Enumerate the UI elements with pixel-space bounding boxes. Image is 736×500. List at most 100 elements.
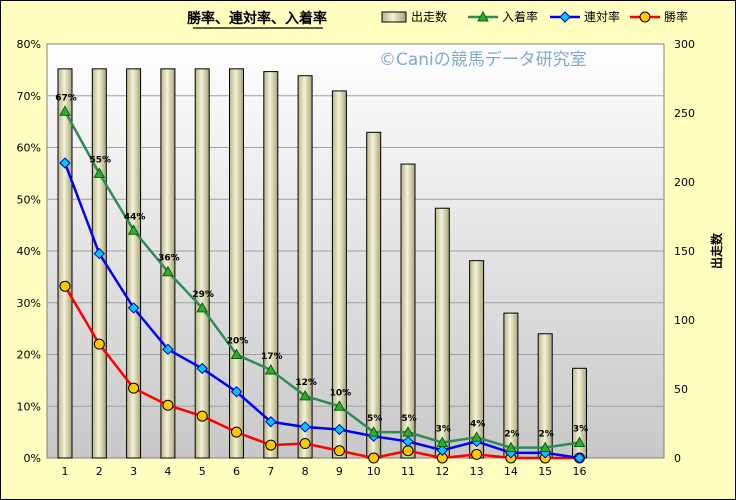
bar xyxy=(366,131,382,459)
point-marker xyxy=(402,435,414,448)
data-label: 55% xyxy=(90,155,112,165)
bar-series xyxy=(57,68,587,459)
point-marker xyxy=(196,362,208,375)
point-marker xyxy=(93,338,105,350)
data-label: 29% xyxy=(192,290,214,300)
y-axis-left: 0% 10% 20% 30% 40% 50% 60% 70% 80% xyxy=(17,38,41,465)
point-marker xyxy=(505,441,517,453)
data-labels: 67% 55% 44% 36% 29% 20% 17% 12% 10% 5% 5% 3% 4% 2% 2% 3… xyxy=(55,93,588,439)
point-marker xyxy=(639,11,651,23)
data-label: 3% xyxy=(573,424,588,434)
point-marker xyxy=(162,343,174,356)
bar xyxy=(434,207,450,459)
point-marker xyxy=(231,426,242,438)
x-tick-label: 1 xyxy=(62,465,69,478)
legend: 出走数 入着率 連対率 勝率 xyxy=(381,9,688,24)
point-marker xyxy=(264,363,277,375)
bar xyxy=(194,68,210,459)
legend-label: 出走数 xyxy=(411,9,447,24)
point-marker xyxy=(470,431,483,442)
point-marker xyxy=(59,157,71,169)
point-marker xyxy=(559,11,571,23)
point-marker xyxy=(333,423,346,436)
data-label: 44% xyxy=(124,212,146,222)
point-marker xyxy=(265,439,277,451)
point-marker xyxy=(436,444,449,456)
y-right-tick-label: 200 xyxy=(674,176,695,189)
bar xyxy=(126,68,142,459)
point-marker xyxy=(196,301,209,313)
point-marker xyxy=(59,280,71,292)
y-left-tick-label: 30% xyxy=(17,297,41,310)
y-right-tick-label: 250 xyxy=(674,107,695,120)
point-marker xyxy=(230,386,243,398)
x-tick-label: 4 xyxy=(164,465,171,478)
series-line xyxy=(63,162,580,460)
point-marker xyxy=(477,10,489,22)
x-tick-label: 10 xyxy=(367,465,381,478)
point-marker xyxy=(539,441,552,453)
point-marker xyxy=(265,416,277,428)
y-right-tick-label: 50 xyxy=(674,383,688,396)
y-axis-right: 0 50 100 150 200 250 300 xyxy=(674,38,695,465)
bar xyxy=(229,68,244,459)
legend-label: 連対率 xyxy=(584,9,620,24)
bar xyxy=(297,75,313,459)
point-marker xyxy=(127,302,140,314)
point-marker xyxy=(402,426,414,437)
data-label: 20% xyxy=(227,337,249,347)
data-label: 5% xyxy=(367,414,382,424)
point-marker xyxy=(333,445,345,457)
y-left-tick-label: 40% xyxy=(17,245,41,258)
point-marker xyxy=(367,426,380,437)
data-label: 10% xyxy=(330,388,352,398)
legend-bar-swatch xyxy=(381,11,407,23)
point-marker xyxy=(128,382,140,394)
legend-label: 入着率 xyxy=(502,9,538,24)
data-label: 12% xyxy=(295,378,317,388)
data-label: 2% xyxy=(504,430,519,440)
bar xyxy=(400,163,416,459)
point-marker xyxy=(299,421,311,433)
point-marker xyxy=(59,105,71,116)
x-tick-label: 3 xyxy=(130,465,137,478)
y-left-tick-label: 80% xyxy=(17,38,41,51)
y-right-tick-label: 150 xyxy=(674,245,695,258)
y-left-tick-label: 50% xyxy=(17,193,41,206)
x-tick-label: 5 xyxy=(199,465,206,478)
watermark: ©Caniの競馬データ研究室 xyxy=(379,49,587,70)
y-right-tick-label: 100 xyxy=(674,314,695,327)
point-marker xyxy=(93,167,106,178)
bar xyxy=(263,71,279,459)
data-label: 3% xyxy=(436,424,451,434)
data-label: 5% xyxy=(401,414,416,424)
x-tick-label: 9 xyxy=(336,465,343,478)
point-marker xyxy=(333,400,346,411)
x-tick-label: 2 xyxy=(96,465,103,478)
line-series xyxy=(59,105,586,464)
x-tick-label: 12 xyxy=(435,465,449,478)
x-tick-label: 14 xyxy=(504,465,518,478)
y-left-tick-label: 20% xyxy=(17,349,41,362)
series-line xyxy=(63,110,580,449)
chart-title: 勝率、連対率、入着率 xyxy=(187,10,327,27)
data-label: 67% xyxy=(55,93,77,103)
point-marker xyxy=(299,438,311,450)
data-label: 2% xyxy=(539,430,554,440)
x-axis: 1 2 3 4 5 6 7 8 9 10 11 12 13 14 15 16 xyxy=(62,465,587,478)
y-right-tick-label: 300 xyxy=(674,38,695,51)
x-tick-label: 11 xyxy=(401,465,415,478)
point-marker xyxy=(471,448,483,460)
data-label: 36% xyxy=(158,254,180,264)
point-marker xyxy=(573,436,586,447)
data-label: 17% xyxy=(261,352,283,362)
point-marker xyxy=(368,452,380,464)
y-right-tick-label: 0 xyxy=(674,452,681,465)
x-tick-label: 7 xyxy=(267,465,274,478)
y-axis-right-title: 出走数 xyxy=(709,232,724,269)
x-tick-label: 6 xyxy=(233,465,240,478)
point-marker xyxy=(436,436,449,447)
y-left-tick-label: 0% xyxy=(24,452,41,465)
